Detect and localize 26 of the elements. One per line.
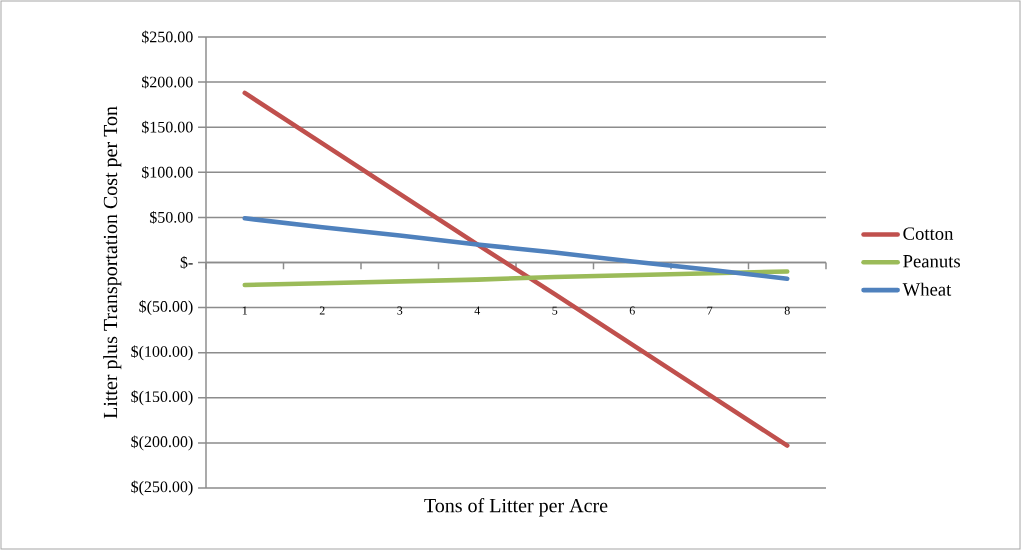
x-tick-label: 6 (629, 306, 635, 315)
x-tick-label: 7 (707, 306, 713, 315)
y-tick-label: $100.00 (141, 165, 193, 179)
line-series (242, 90, 790, 448)
x-tick-label: 2 (319, 306, 325, 315)
y-tick-label: $150.00 (141, 120, 193, 134)
x-axis-title: Tons of Litter per Acre (424, 498, 608, 517)
x-tick-label: 3 (397, 306, 403, 315)
y-axis-title: Litter plus Transportation Cost per Ton (103, 106, 122, 419)
y-tick-label: $(200.00) (131, 435, 193, 451)
y-tick-label: $(250.00) (131, 480, 193, 496)
line-series (242, 216, 790, 281)
legend-label: Wheat (902, 282, 952, 296)
y-tick-label: $(100.00) (131, 345, 193, 361)
y-tick-label: $- (180, 256, 193, 269)
y-tick-label: $200.00 (141, 75, 193, 89)
x-tick-label: 1 (242, 306, 248, 315)
x-tick-label: 8 (784, 306, 790, 315)
legend-label: Peanuts (903, 255, 960, 268)
y-tick-label: $250.00 (141, 30, 193, 44)
y-tick-label: $(50.00) (139, 300, 193, 316)
x-tick-label: 5 (552, 306, 558, 315)
y-tick-label: $(150.00) (131, 390, 193, 406)
x-tick-label: 4 (474, 306, 481, 315)
legend-label: Cotton (903, 227, 954, 240)
y-tick-label: $50.00 (149, 211, 193, 224)
